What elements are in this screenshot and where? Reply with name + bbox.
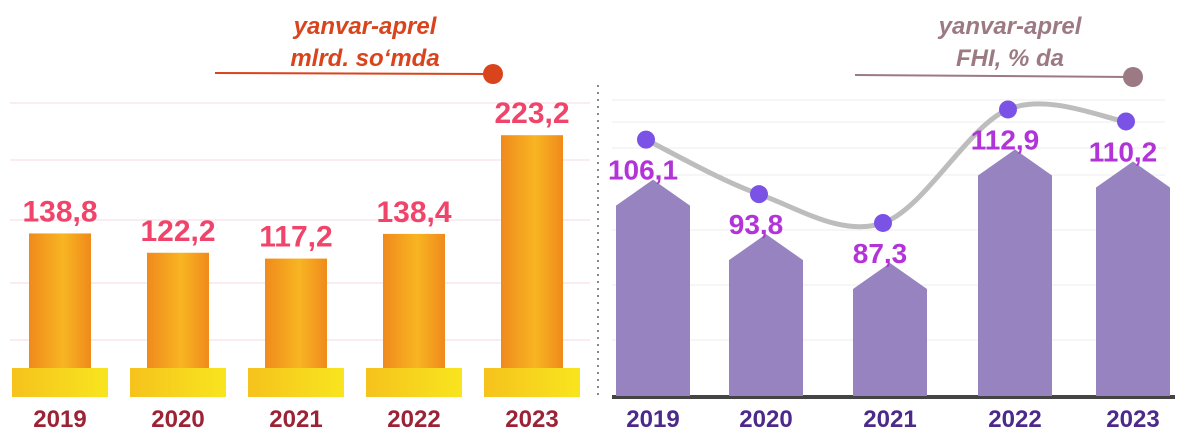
title-dot <box>483 64 503 84</box>
value-label: 138,8 <box>22 195 97 228</box>
x-tick-label: 2022 <box>387 406 440 432</box>
bar-base <box>12 368 108 397</box>
title-dot <box>1123 67 1143 87</box>
value-label: 110,2 <box>1089 136 1158 167</box>
title-rule <box>854 74 1131 78</box>
value-label: 223,2 <box>494 97 569 130</box>
x-tick-label: 2022 <box>988 406 1041 432</box>
title-rule <box>214 72 491 75</box>
x-tick-label: 2023 <box>1106 406 1159 432</box>
value-label: 87,3 <box>853 238 908 269</box>
value-label: 112,9 <box>971 124 1040 155</box>
value-label: 106,1 <box>608 155 678 186</box>
bar <box>616 179 690 396</box>
marker <box>874 213 892 232</box>
x-tick-label: 2020 <box>151 406 204 432</box>
marker <box>637 130 655 149</box>
subtitle: mlrd. so‘mda <box>290 45 439 72</box>
x-tick-label: 2020 <box>739 406 792 432</box>
x-tick-label: 2019 <box>626 406 679 432</box>
bar-base <box>130 368 226 397</box>
bar <box>978 149 1052 396</box>
x-tick-label: 2021 <box>269 406 322 432</box>
value-label: 122,2 <box>140 215 215 248</box>
marker <box>750 185 768 204</box>
x-tick-label: 2019 <box>33 406 86 432</box>
bar-base <box>366 368 462 397</box>
bar-base <box>484 368 580 397</box>
bar-base <box>248 368 344 397</box>
value-label: 93,8 <box>729 209 784 240</box>
bar <box>1096 161 1170 396</box>
bar <box>501 135 563 396</box>
x-tick-label: 2023 <box>505 406 558 432</box>
bar <box>729 234 803 396</box>
marker <box>999 100 1017 119</box>
subtitle: FHI, % da <box>956 45 1064 72</box>
title: yanvar-aprel <box>938 13 1083 40</box>
title: yanvar-aprel <box>293 13 438 40</box>
x-tick-label: 2021 <box>863 406 916 432</box>
value-label: 138,4 <box>376 196 451 229</box>
right-grid <box>612 99 1165 341</box>
marker <box>1117 112 1135 131</box>
bar <box>853 262 927 396</box>
value-label: 117,2 <box>259 221 332 254</box>
